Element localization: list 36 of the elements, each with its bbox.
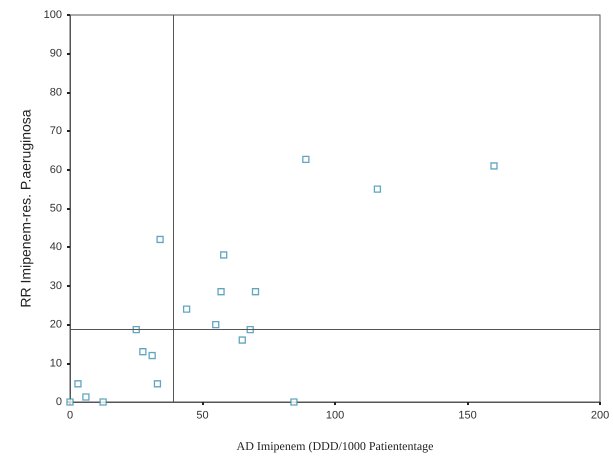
y-tick-label: 20 bbox=[50, 318, 62, 331]
y-tick-label: 10 bbox=[50, 357, 62, 370]
y-tick-label: 40 bbox=[50, 241, 62, 254]
point bbox=[290, 398, 298, 406]
x-tick-label: 100 bbox=[326, 410, 344, 422]
point bbox=[148, 352, 156, 360]
point bbox=[252, 288, 260, 296]
point bbox=[217, 288, 225, 296]
x-axis-title: AD Imipenem (DDD/1000 Patiententage bbox=[236, 439, 434, 453]
point bbox=[182, 305, 190, 313]
point bbox=[139, 348, 147, 356]
point bbox=[374, 186, 382, 193]
x-tick-label: 0 bbox=[66, 410, 74, 422]
y-tick-label: 90 bbox=[50, 48, 62, 60]
point bbox=[99, 398, 107, 406]
point bbox=[82, 393, 90, 401]
point bbox=[156, 236, 164, 244]
y-tick-label: 50 bbox=[50, 202, 62, 214]
y-axis-title: RR Imipenem-res. P.aeruginosa bbox=[18, 109, 34, 308]
point bbox=[66, 398, 74, 406]
y-tick-label: 30 bbox=[50, 280, 62, 292]
x-tick-label: 150 bbox=[458, 410, 477, 422]
y-tick-label: 60 bbox=[50, 164, 62, 176]
x-tick-label: 200 bbox=[590, 410, 610, 422]
y-tick-label: 70 bbox=[50, 125, 62, 138]
y-tick-label: 80 bbox=[50, 86, 62, 98]
point bbox=[490, 162, 498, 170]
point bbox=[238, 336, 246, 344]
point bbox=[220, 251, 228, 259]
point bbox=[302, 156, 310, 163]
y-tick-label: 0 bbox=[56, 396, 62, 408]
point bbox=[74, 380, 82, 388]
point bbox=[154, 380, 162, 388]
x-tick-label: 50 bbox=[196, 410, 209, 422]
y-tick-label: 100 bbox=[44, 9, 62, 21]
point bbox=[212, 320, 220, 328]
